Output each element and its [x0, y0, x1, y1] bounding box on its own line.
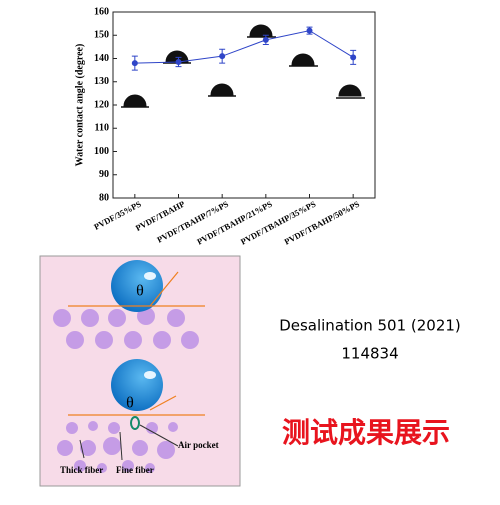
- y-tick-label: 100: [94, 146, 109, 157]
- data-point: [350, 54, 357, 61]
- y-tick-label: 130: [94, 76, 109, 87]
- chart: Water contact angle (degree) 80 90 100 110 1…: [74, 6, 376, 247]
- series-line: [134, 30, 354, 64]
- air-pocket-label: Air pocket: [178, 440, 219, 450]
- article-number: 114834: [341, 345, 398, 363]
- x-tick-label: PVDF/TBAHP/7%PS: [155, 199, 230, 245]
- thick-fiber-label: Thick fiber: [60, 465, 103, 475]
- x-tick-label: PVDF/TBAHP/21%PS: [195, 199, 274, 247]
- plot-frame: [112, 11, 376, 199]
- y-axis-label: Water contact angle (degree): [74, 44, 85, 167]
- y-tick-label: 140: [94, 53, 109, 64]
- data-point: [219, 53, 226, 60]
- data-point: [262, 36, 269, 43]
- droplet: [111, 359, 163, 411]
- x-tick-label: PVDF/TBAHP/50%PS: [283, 199, 362, 247]
- y-tick-label: 120: [94, 99, 109, 110]
- fibers: [53, 307, 199, 473]
- theta-label: θ: [136, 283, 144, 300]
- droplets: [121, 24, 365, 108]
- caption: 测试成果展示: [282, 416, 450, 449]
- journal: Desalination 501 (2021): [279, 317, 461, 335]
- y-tick-label: 90: [99, 169, 109, 180]
- y-tick-label: 80: [99, 192, 109, 203]
- y-tick-label: 110: [95, 123, 109, 134]
- theta-label: θ: [126, 395, 134, 412]
- data-point: [306, 27, 313, 34]
- x-tick-label: PVDF/TBAHP/35%PS: [239, 199, 318, 247]
- data-point: [131, 60, 138, 67]
- diagram: θ θ Air pocket Thick fiber Fine fiber: [39, 255, 241, 487]
- fine-fiber-label: Fine fiber: [116, 465, 154, 475]
- y-tick-label: 160: [94, 6, 109, 17]
- y-tick-label: 150: [94, 30, 109, 41]
- data-point: [175, 58, 182, 65]
